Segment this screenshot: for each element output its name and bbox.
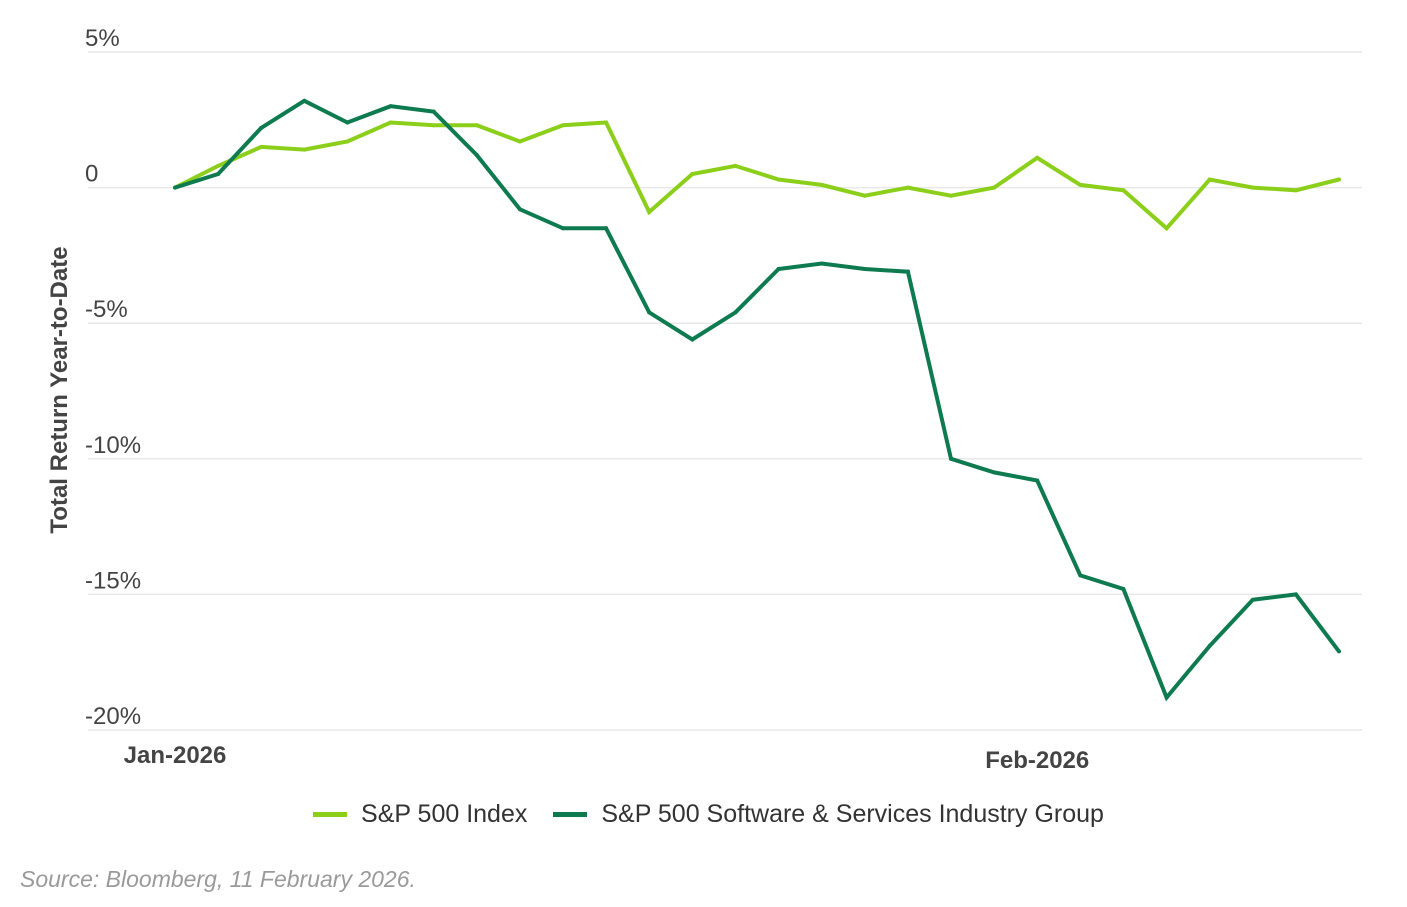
legend-item-software[interactable]: S&P 500 Software & Services Industry Gro… [553, 800, 1104, 829]
y-tick-label: 0 [85, 161, 98, 188]
y-tick-label: -5% [85, 296, 128, 323]
data-point [1035, 478, 1040, 483]
gridlines [88, 51, 1362, 731]
data-point [259, 125, 264, 130]
data-point [1337, 177, 1341, 182]
legend-label-sp500: S&P 500 Index [361, 800, 528, 828]
data-point [431, 123, 436, 128]
y-axis-title: Total Return Year-to-Date [46, 246, 73, 533]
data-point [1293, 592, 1298, 597]
data-point [345, 120, 350, 125]
data-point [561, 123, 565, 128]
data-point [604, 120, 609, 125]
data-point [431, 109, 436, 114]
data-point [776, 177, 781, 182]
x-tick-label: Jan-2026 [124, 742, 227, 769]
data-point [604, 226, 609, 231]
legend-item-sp500[interactable]: S&P 500 Index [313, 800, 527, 829]
series [173, 98, 1341, 702]
data-point [1250, 185, 1255, 190]
data-point [1121, 188, 1126, 193]
data-point [302, 98, 307, 103]
data-point [992, 470, 997, 475]
y-axis-ticks: 5% 0 -5% -10% -15% -20% [85, 25, 141, 730]
legend-swatch-sp500 [313, 812, 348, 817]
data-point [1164, 695, 1169, 700]
data-point [905, 185, 910, 190]
data-point [733, 163, 738, 168]
data-point [862, 266, 867, 271]
data-point [647, 210, 652, 215]
y-tick-label: -15% [85, 567, 141, 594]
y-tick-label: -10% [85, 432, 141, 459]
data-point [905, 269, 910, 274]
data-point [949, 456, 953, 461]
legend-swatch-software [553, 812, 588, 817]
data-point [1337, 649, 1341, 654]
data-point [302, 147, 307, 152]
data-point [1035, 155, 1040, 160]
data-point [173, 185, 177, 190]
data-point [259, 144, 264, 149]
x-tick-label: Feb-2026 [985, 747, 1089, 774]
data-point [517, 139, 522, 144]
data-point [690, 337, 695, 342]
data-point [992, 185, 997, 190]
data-point [1207, 177, 1212, 182]
data-point [776, 266, 781, 271]
data-point [517, 207, 522, 212]
series-line-sp500 [174, 120, 1340, 232]
y-tick-label: 5% [85, 25, 120, 52]
data-point [733, 310, 738, 315]
source-note: Source: Bloomberg, 11 February 2026. [20, 866, 416, 892]
data-point [862, 193, 867, 198]
data-point [819, 182, 824, 187]
data-point [1078, 573, 1083, 578]
data-point [216, 163, 221, 168]
legend: S&P 500 Index S&P 500 Software & Service… [0, 800, 1407, 829]
data-point [388, 104, 393, 109]
data-point [1293, 188, 1298, 193]
data-point [474, 153, 479, 158]
data-point [949, 193, 953, 198]
data-point [388, 120, 393, 125]
data-point [1078, 182, 1083, 187]
y-tick-label: -20% [85, 703, 141, 730]
data-point [474, 123, 479, 128]
data-point [647, 310, 652, 315]
data-point [216, 172, 221, 177]
data-point [1164, 226, 1169, 231]
data-point [1207, 643, 1212, 648]
legend-label-software: S&P 500 Software & Services Industry Gro… [601, 800, 1104, 828]
data-point [345, 139, 350, 144]
data-point [819, 261, 824, 266]
data-point [1250, 597, 1255, 602]
series-line-software [174, 98, 1341, 702]
x-axis-ticks: Jan-2026 Feb-2026 [124, 742, 1090, 774]
data-point [1121, 586, 1126, 591]
data-point [561, 226, 565, 231]
data-point [690, 172, 695, 177]
